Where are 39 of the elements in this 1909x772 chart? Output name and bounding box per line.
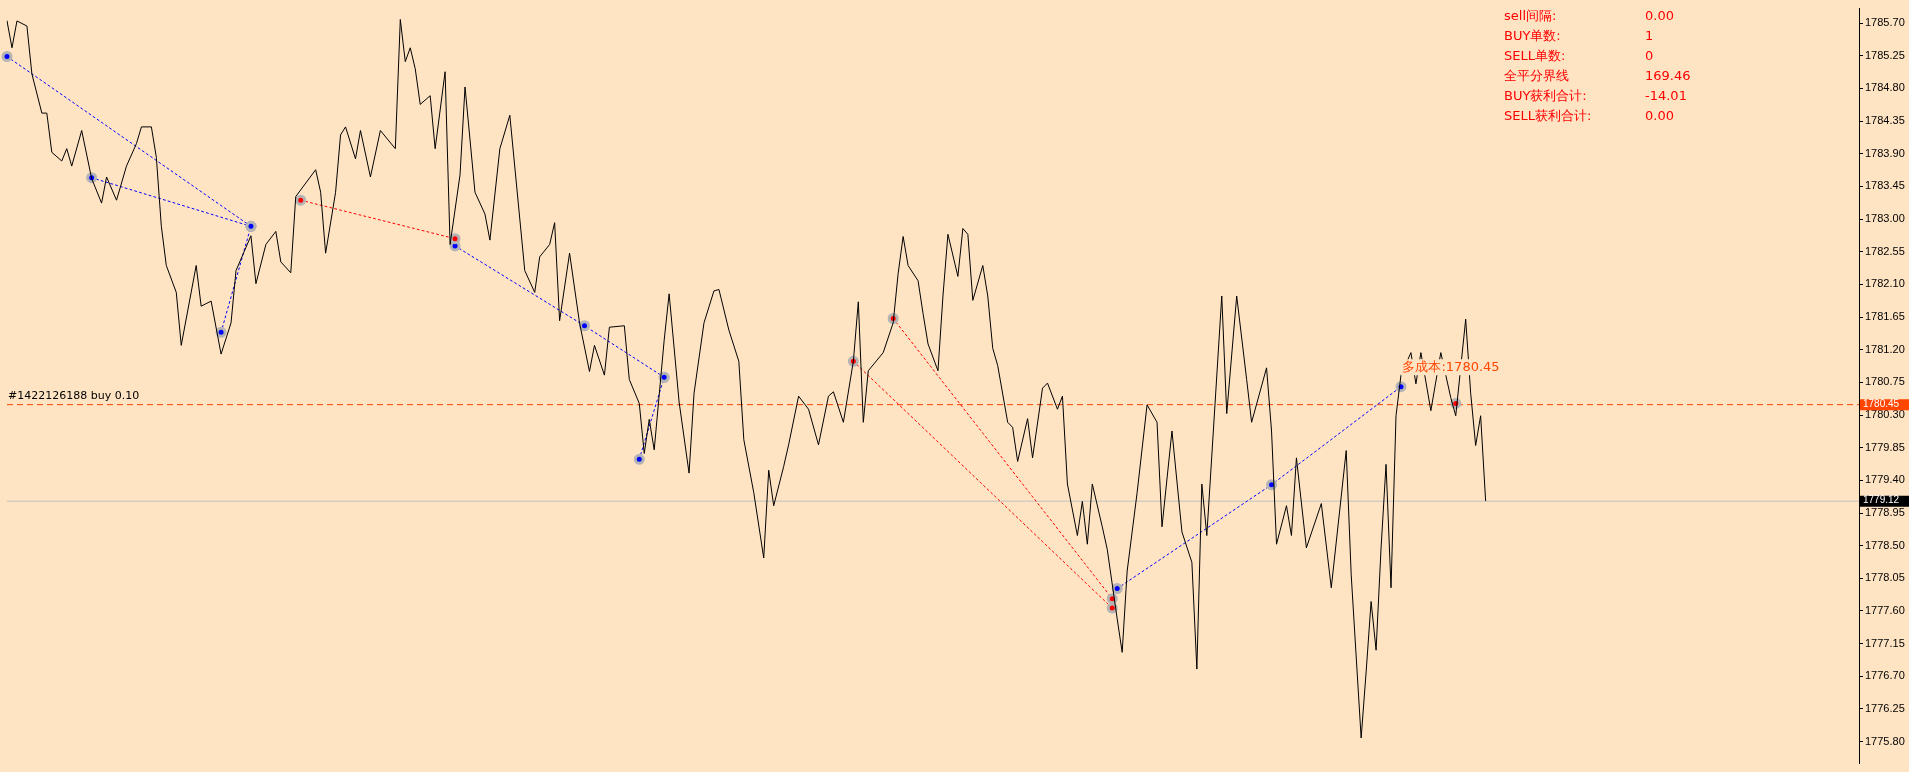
y-tick-label: 1784.35 — [1865, 114, 1905, 127]
y-tick-label: 1775.80 — [1865, 734, 1905, 747]
ref-line-label: 1780.45 — [1863, 397, 1900, 409]
y-tick-label: 1776.25 — [1865, 702, 1905, 714]
annotation: 多成本:1780.45 — [1402, 358, 1500, 374]
y-tick-label: 1782.10 — [1865, 277, 1905, 290]
annotation: -14.01 — [1645, 88, 1687, 104]
annotation: sell间隔: — [1504, 8, 1557, 24]
y-tick-label: 1778.05 — [1865, 571, 1905, 584]
y-tick-label: 1781.65 — [1865, 310, 1905, 323]
annotation: BUY获利合计: — [1504, 88, 1587, 104]
annotation: 169.46 — [1645, 68, 1691, 84]
y-tick-label: 1785.25 — [1865, 48, 1905, 61]
y-tick-label: 1778.95 — [1865, 506, 1905, 519]
y-tick-label: 1783.45 — [1865, 179, 1905, 192]
ref-line-label: 1779.12 — [1863, 494, 1900, 506]
y-tick-label: 1784.80 — [1865, 81, 1905, 94]
annotation: SELL获利合计: — [1504, 108, 1592, 124]
y-tick-label: 1777.60 — [1865, 604, 1905, 617]
y-tick-label: 1783.00 — [1865, 212, 1905, 225]
annotation: 全平分界线 — [1504, 68, 1569, 84]
y-tick-label: 1780.75 — [1865, 375, 1905, 388]
annotation: 0 — [1645, 48, 1654, 64]
y-tick-label: 1780.30 — [1865, 408, 1905, 421]
y-tick-label: 1782.55 — [1865, 244, 1905, 257]
y-tick-label: 1783.90 — [1865, 146, 1905, 159]
annotation: BUY单数: — [1504, 28, 1561, 44]
annotation: 1 — [1645, 28, 1654, 44]
y-tick-label: 1785.70 — [1865, 16, 1905, 29]
annotation: #1422126188 buy 0.10 — [8, 388, 140, 402]
annotation: 0.00 — [1645, 8, 1674, 24]
y-tick-label: 1777.15 — [1865, 636, 1905, 649]
y-tick-label: 1779.40 — [1865, 473, 1905, 486]
y-tick-label: 1776.70 — [1865, 669, 1905, 682]
y-tick-label: 1781.20 — [1865, 342, 1905, 355]
y-tick-label: 1779.85 — [1865, 440, 1905, 453]
annotation: SELL单数: — [1504, 48, 1566, 64]
y-tick-label: 1778.50 — [1865, 538, 1905, 551]
annotation: 0.00 — [1645, 108, 1674, 124]
